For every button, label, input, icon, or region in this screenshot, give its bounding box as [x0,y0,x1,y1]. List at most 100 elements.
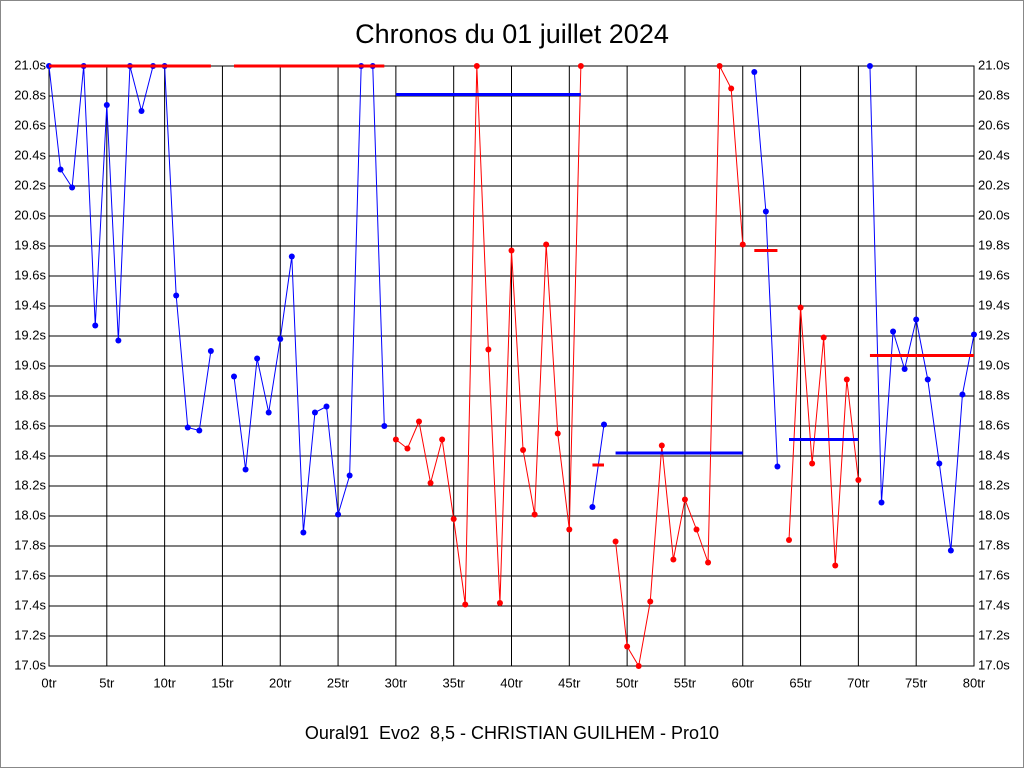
lap-point [381,423,388,429]
lap-point [288,253,295,260]
x-tick-label: 60tr [732,675,755,690]
lap-point [323,403,330,410]
y-tick-label: 17.8s [14,537,46,552]
lap-point [947,547,954,554]
lap-point [300,529,307,536]
lap-point [878,499,885,506]
y-tick-label: 18.0s [14,507,46,522]
y-tick-label: 18.4s [14,447,46,462]
lap-point [392,436,399,443]
lap-point [439,436,446,443]
x-tick-label: 40tr [500,675,523,690]
lap-point [242,466,249,473]
y-tick-label-right: 19.6s [978,267,1010,282]
lap-point [531,511,538,518]
x-tick-label: 75tr [905,675,928,690]
footer: Oural91 Evo2 8,5 - CHRISTIAN GUILHEM - P… [305,723,719,743]
lap-point [554,430,561,437]
lap-point [670,556,677,563]
lap-point [820,334,827,341]
y-tick-label-right: 19.2s [978,327,1010,342]
lap-point [913,316,920,323]
lap-point [508,247,515,254]
x-tick-label: 5tr [99,675,115,690]
lap-point [705,559,712,566]
chart-title: Chronos du 01 juillet 2024 [355,19,669,49]
x-tick-label: 0tr [41,675,57,690]
x-tick-label: 70tr [847,675,870,690]
y-tick-label-right: 19.0s [978,357,1010,372]
lap-point [577,63,584,69]
lap-point [658,442,665,449]
y-tick-label-right: 17.4s [978,597,1010,612]
lap-point [92,322,99,329]
lap-point [346,472,353,479]
lap-point [520,447,527,453]
y-tick-label: 20.8s [14,87,46,102]
lap-point [786,537,792,543]
y-tick-label: 17.4s [14,597,46,612]
y-tick-label-right: 18.0s [978,507,1010,522]
y-tick-label-right: 19.8s [978,237,1010,252]
lap-point [843,376,850,383]
y-tick-label: 19.8s [14,237,46,252]
y-tick-label-right: 20.6s [978,117,1010,132]
y-tick-label: 20.4s [14,147,46,162]
lap-point [601,421,607,428]
y-tick-label-right: 17.6s [978,567,1010,582]
lap-point [681,496,688,503]
y-tick-label-right: 18.2s [978,477,1010,492]
lap-point [924,376,931,383]
y-tick-label: 20.2s [14,177,46,192]
x-tick-label: 25tr [327,675,350,690]
lap-point [311,409,318,416]
lap-point [57,166,64,173]
lap-point [69,184,76,191]
lap-point [762,208,769,215]
lap-point [693,526,700,533]
lap-point [416,418,422,425]
y-tick-label: 18.2s [14,477,46,492]
lap-point [959,391,966,398]
x-tick-label: 45tr [558,675,581,690]
y-tick-label: 19.2s [14,327,46,342]
lap-point [265,409,272,416]
y-tick-label-right: 17.0s [978,657,1010,672]
lap-point [832,562,839,569]
lap-point [971,331,977,338]
lap-point [115,337,122,344]
lap-point [647,598,654,605]
y-tick-label-right: 21.0s [978,57,1010,72]
x-tick-label: 35tr [442,675,465,690]
y-tick-label: 17.0s [14,657,46,672]
lap-point [866,63,873,69]
lap-point [751,69,758,75]
lap-point [566,526,573,533]
lap-point [138,108,145,114]
lap-point [809,460,816,467]
lap-point [103,102,110,108]
lap-point [335,511,342,518]
y-tick-label: 20.6s [14,117,46,132]
lap-point [485,346,492,353]
lap-point [635,663,642,669]
lap-point [612,538,619,545]
x-tick-label: 80tr [963,675,986,690]
lap-point [184,424,191,431]
y-tick-label: 18.8s [14,387,46,402]
y-tick-label: 20.0s [14,207,46,222]
y-tick-label-right: 17.2s [978,627,1010,642]
y-tick-label-right: 20.8s [978,87,1010,102]
lap-point [624,643,631,650]
y-tick-label-right: 20.4s [978,147,1010,162]
lap-point [774,463,781,470]
y-tick-label-right: 20.2s [978,177,1010,192]
lap-point [739,241,746,248]
lap-point [901,366,908,372]
y-tick-label-right: 20.0s [978,207,1010,222]
x-tick-label: 10tr [153,675,176,690]
lap-point [728,85,735,92]
x-tick-label: 55tr [674,675,697,690]
y-tick-label-right: 18.6s [978,417,1010,432]
